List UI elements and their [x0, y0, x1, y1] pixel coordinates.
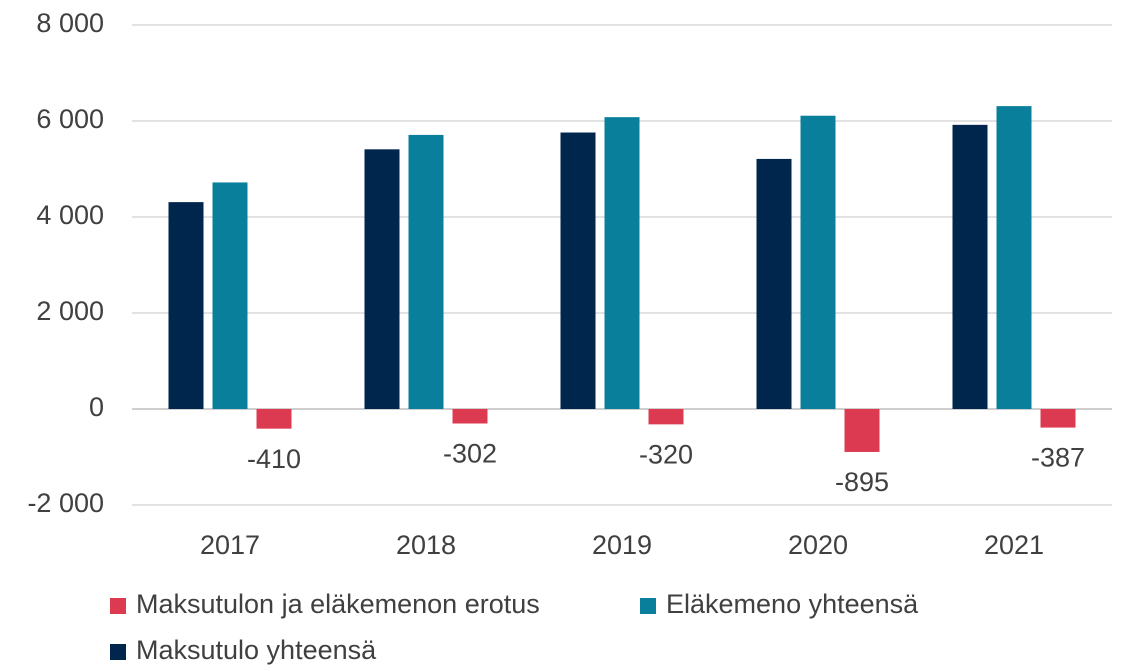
legend-label: Maksutulo yhteensä	[136, 635, 377, 665]
x-tick-label: 2019	[592, 530, 652, 560]
bar	[364, 149, 400, 409]
x-tick-label: 2021	[984, 530, 1044, 560]
bar	[800, 115, 836, 409]
y-tick-label: 8 000	[36, 8, 104, 38]
x-tick-label: 2020	[788, 530, 848, 560]
bar	[560, 132, 596, 409]
bar	[648, 409, 684, 425]
bar	[952, 124, 988, 409]
bar	[408, 134, 444, 410]
bar	[1040, 409, 1076, 428]
bar	[996, 106, 1032, 410]
data-label: -410	[247, 444, 301, 474]
y-tick-label: 6 000	[36, 104, 104, 134]
data-label: -895	[835, 467, 889, 497]
y-tick-label: -2 000	[27, 488, 104, 518]
y-tick-label: 4 000	[36, 200, 104, 230]
bar	[756, 158, 792, 409]
legend-label: Maksutulon ja eläkemenon erotus	[136, 589, 540, 619]
bar	[212, 182, 248, 409]
x-tick-label: 2018	[396, 530, 456, 560]
data-label: -387	[1031, 443, 1085, 473]
bar	[168, 202, 204, 409]
legend-swatch	[640, 598, 656, 614]
data-label: -320	[639, 439, 693, 469]
y-tick-label: 0	[89, 392, 104, 422]
bar	[604, 117, 640, 409]
x-tick-label: 2017	[200, 530, 260, 560]
y-tick-label: 2 000	[36, 296, 104, 326]
legend-swatch	[110, 598, 126, 614]
legend-swatch	[110, 644, 126, 660]
bar	[844, 409, 880, 452]
legend-label: Eläkemeno yhteensä	[666, 589, 919, 619]
bar	[452, 409, 488, 424]
bar	[256, 409, 292, 429]
data-label: -302	[443, 439, 497, 469]
